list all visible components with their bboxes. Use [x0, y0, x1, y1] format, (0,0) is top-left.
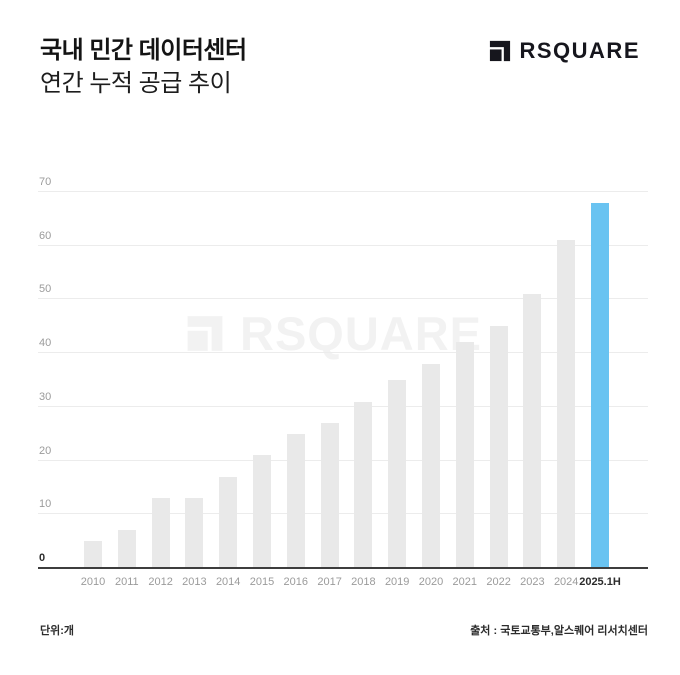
rsquare-watermark: RSQUARE: [186, 306, 483, 360]
bar-2021: [455, 342, 474, 568]
x-tick-label-2023: 2023: [520, 576, 545, 588]
gridline-40: [38, 352, 648, 354]
bar-2024: [557, 240, 576, 568]
source-label: 출처 : 국토교통부,알스퀘어 리서치센터: [470, 625, 648, 637]
gridline-30: [38, 405, 648, 407]
x-tick-label-2015: 2015: [249, 576, 275, 588]
gridline-20: [38, 459, 648, 461]
x-tick-label-2025.1H: 2025.1H: [579, 576, 621, 588]
y-tick-label-0: 0: [39, 552, 46, 564]
x-tick-label-2012: 2012: [148, 576, 173, 588]
bar-2013: [185, 498, 204, 568]
bar-2016: [286, 433, 305, 568]
bar-2025.1H: [591, 202, 609, 568]
title-line-1: 국내 민간 데이터센터: [40, 37, 247, 64]
bar-2015: [253, 455, 271, 568]
y-tick-label-10: 10: [39, 498, 52, 511]
y-tick-label-20: 20: [39, 444, 52, 457]
bar-2018: [354, 401, 373, 568]
x-tick-label-2017: 2017: [317, 576, 342, 588]
bar-2014: [219, 476, 238, 568]
x-tick-label-2019: 2019: [384, 576, 410, 588]
x-tick-label-2013: 2013: [182, 576, 207, 588]
y-tick-label-60: 60: [39, 229, 52, 242]
x-tick-label-2016: 2016: [283, 576, 309, 588]
gridline-70: [38, 191, 648, 192]
gridline-10: [38, 513, 648, 515]
y-tick-label-70: 70: [39, 176, 52, 188]
bar-2017: [320, 422, 339, 568]
rsquare-logo-icon: [489, 40, 511, 62]
bar-2023: [523, 294, 542, 568]
gridline-60: [38, 244, 648, 246]
rsquare-watermark-text: RSQUARE: [240, 306, 483, 360]
x-tick-label-2014: 2014: [215, 576, 241, 588]
rsquare-watermark-icon: [187, 315, 223, 351]
bar-2011: [117, 530, 136, 568]
y-tick-label-30: 30: [39, 390, 52, 403]
title-line-2: 연간 누적 공급 추이: [40, 70, 232, 97]
unit-label: 단위:개: [40, 625, 75, 637]
x-tick-label-2024: 2024: [553, 576, 579, 588]
bar-2019: [388, 380, 407, 568]
x-tick-label-2022: 2022: [486, 576, 511, 588]
x-tick-label-2010: 2010: [80, 576, 106, 588]
x-tick-label-2011: 2011: [114, 576, 139, 588]
bar-chart: RSQUARE 0 10 20 30 40 50 60 70 2010 2011 2012 2013…: [38, 176, 648, 588]
bar-2010: [84, 541, 102, 568]
x-tick-label-2020: 2020: [418, 576, 444, 588]
x-tick-label-2018: 2018: [351, 576, 376, 588]
gridline-50: [38, 298, 648, 300]
x-tick-label-2021: 2021: [452, 576, 478, 588]
rsquare-logo: RSQUARE: [489, 38, 640, 64]
rsquare-logo-text: RSQUARE: [519, 38, 640, 63]
y-tick-label-40: 40: [39, 337, 52, 350]
page-title: 국내 민간 데이터센터 연간 누적 공급 추이: [40, 34, 247, 100]
bar-2012: [151, 498, 170, 568]
bar-2022: [489, 326, 508, 568]
bar-2020: [422, 363, 440, 568]
y-tick-label-50: 50: [39, 283, 52, 296]
x-axis-line: [38, 567, 648, 569]
